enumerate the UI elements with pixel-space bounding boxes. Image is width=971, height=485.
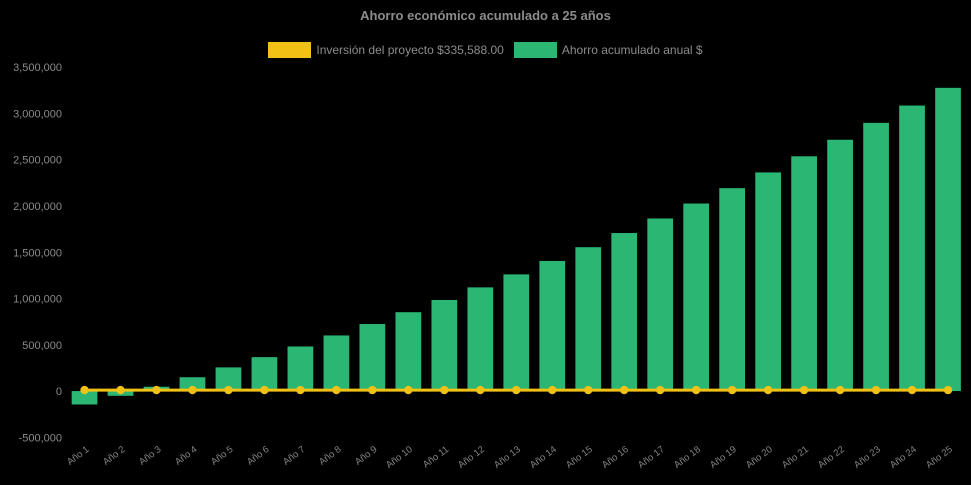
svg-text:1,000,000: 1,000,000 bbox=[13, 294, 62, 306]
svg-text:1,500,000: 1,500,000 bbox=[13, 247, 62, 259]
svg-text:500,000: 500,000 bbox=[22, 340, 62, 352]
svg-text:3,000,000: 3,000,000 bbox=[13, 108, 62, 120]
svg-text:2,500,000: 2,500,000 bbox=[13, 155, 62, 167]
svg-text:2,000,000: 2,000,000 bbox=[13, 201, 62, 213]
svg-text:0: 0 bbox=[56, 386, 62, 398]
svg-text:-500,000: -500,000 bbox=[19, 432, 62, 444]
svg-text:3,500,000: 3,500,000 bbox=[13, 62, 62, 74]
